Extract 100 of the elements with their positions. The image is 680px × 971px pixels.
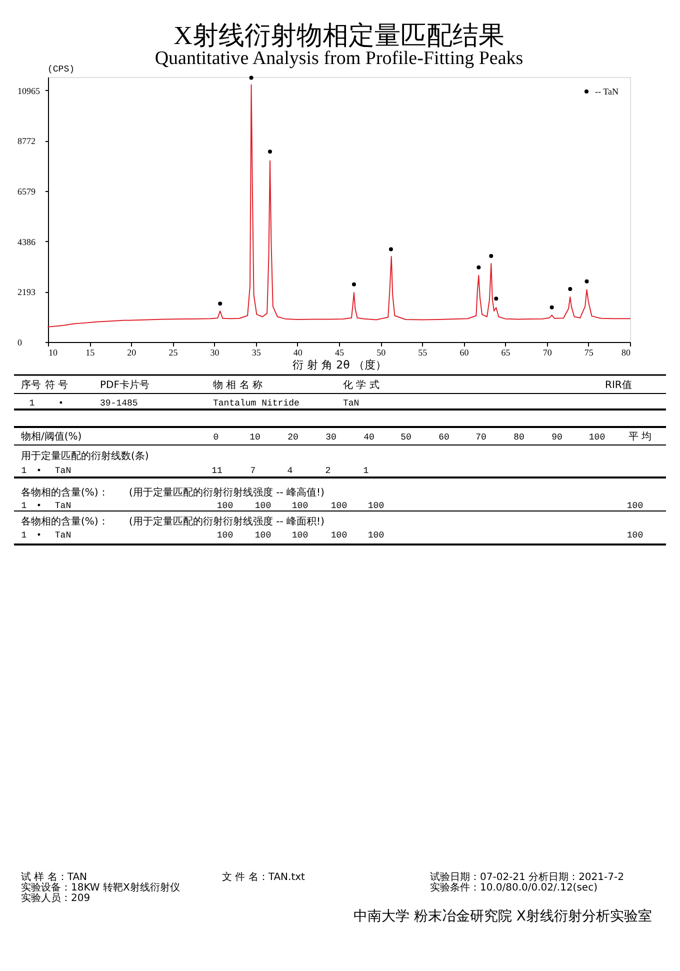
- text: 100: [216, 501, 234, 511]
- text: 各物相的含量(%)：: [21, 486, 108, 498]
- text: 100: [292, 530, 308, 540]
- text: 100: [368, 501, 384, 511]
- x-tick-label: 10: [48, 348, 58, 358]
- text: 实验人员：209: [21, 892, 90, 904]
- x-tick-label: 55: [418, 348, 428, 358]
- text: 100: [588, 432, 606, 442]
- text: 100: [626, 530, 644, 540]
- x-axis-title: 衍 射 角 2θ （度）: [292, 358, 386, 372]
- text: 用于定量匹配的衍射线数(条): [21, 450, 149, 462]
- text: 物 相 名 称: [213, 379, 263, 391]
- x-tick-label: 15: [86, 348, 96, 358]
- text: 1: [21, 501, 27, 511]
- text: 平 均: [628, 430, 652, 442]
- x-tick-label: 50: [376, 348, 386, 358]
- text: 50: [400, 432, 412, 442]
- point: [494, 296, 498, 301]
- text: 1: [29, 398, 35, 408]
- text: 实验条件：10.0/80.0/0.02/.12(sec): [430, 882, 598, 894]
- x-tick-label: 70: [542, 348, 552, 358]
- x-tick-label: 65: [501, 348, 511, 358]
- x-tick-label: 40: [293, 348, 303, 358]
- y-axis-title: (CPS): [48, 64, 75, 74]
- text: 0: [213, 432, 219, 442]
- y-tick-label: 6579: [18, 186, 36, 197]
- text: 试 样 名：TAN: [21, 871, 88, 883]
- point: [476, 265, 481, 270]
- x-tick-label: 20: [127, 348, 137, 358]
- text: PDF卡片号: [100, 379, 150, 391]
- point: [268, 150, 272, 154]
- text: 7: [250, 466, 256, 476]
- text: 40: [364, 432, 374, 442]
- text: 60: [438, 432, 450, 442]
- legend-label: -- TaN: [595, 86, 619, 96]
- text: •: [36, 466, 42, 476]
- point: [218, 302, 222, 306]
- text: 化 学 式: [343, 379, 380, 391]
- text: 1: [363, 466, 369, 476]
- text: 实验设备：18KW 转靶X射线衍射仪: [21, 882, 180, 894]
- text: Tantalum Nitride: [213, 398, 300, 408]
- text: RIR值: [605, 380, 632, 391]
- x-tick-label: 35: [252, 348, 262, 358]
- point: [584, 279, 589, 284]
- y-tick-label: 8772: [18, 136, 36, 146]
- x-tick-label: 45: [335, 348, 344, 358]
- text: 文 件 名：TAN.txt: [222, 871, 306, 883]
- text: •: [36, 530, 42, 540]
- x-tick-label: 75: [584, 348, 594, 358]
- text: 序号: [21, 379, 41, 391]
- text: 2: [325, 466, 331, 476]
- point: [550, 305, 554, 310]
- text: 90: [552, 432, 562, 442]
- text: 100: [368, 530, 384, 540]
- text: 100: [330, 530, 348, 540]
- y-tick-label: 10965: [18, 86, 40, 96]
- point: [388, 247, 393, 252]
- chart-title: X射线衍射物相定量匹配结果: [174, 21, 504, 50]
- text: 符 号: [45, 379, 68, 391]
- text: 20: [288, 432, 298, 442]
- text: 试验日期：07-02-21 分析日期：2021-7-2: [430, 871, 624, 883]
- text: 11: [212, 466, 222, 476]
- text: 100: [626, 501, 644, 511]
- text: TaN: [343, 398, 360, 408]
- x-tick-label: 60: [460, 348, 470, 358]
- text: 1: [21, 530, 27, 540]
- y-tick-label: 2193: [18, 287, 36, 298]
- text: (用于定量匹配的衍射衍射线强度 -- 峰面积!): [129, 516, 324, 528]
- text: 80: [514, 432, 524, 442]
- text: (用于定量匹配的衍射衍射线强度 -- 峰高值!): [129, 486, 324, 498]
- text: 70: [476, 432, 486, 442]
- text: •: [36, 501, 42, 511]
- text: 100: [254, 530, 272, 540]
- line-series: [48, 84, 630, 328]
- text: 39-1485: [100, 398, 138, 408]
- point: [249, 76, 254, 80]
- text: 100: [216, 530, 234, 540]
- text: 各物相的含量(%)：: [21, 516, 108, 528]
- text: 1: [21, 466, 27, 476]
- text: 4: [287, 466, 293, 476]
- x-tick-label: 25: [168, 348, 178, 358]
- text: TaN: [54, 501, 72, 511]
- text: 100: [330, 501, 348, 511]
- text: 10: [250, 432, 260, 442]
- x-tick-label: 30: [210, 348, 220, 358]
- x-tick-label: 80: [622, 348, 631, 358]
- point: [489, 254, 494, 258]
- y-tick-label: 4386: [18, 236, 36, 247]
- text: TaN: [54, 466, 72, 476]
- point: [352, 282, 356, 286]
- chart-subtitle: Quantitative Analysis from Profile-Fitting Peaks: [154, 48, 524, 69]
- text: 100: [254, 501, 272, 511]
- text: 中南大学 粉末冶金研究院 X射线衍射分析实验室: [354, 908, 652, 924]
- text: 30: [326, 432, 336, 442]
- text: 100: [292, 501, 308, 511]
- text: •: [58, 398, 64, 408]
- text: 物相/阈值(%): [21, 430, 82, 442]
- y-tick-label: 0: [18, 338, 22, 348]
- point: [568, 287, 572, 291]
- text: TaN: [54, 530, 72, 540]
